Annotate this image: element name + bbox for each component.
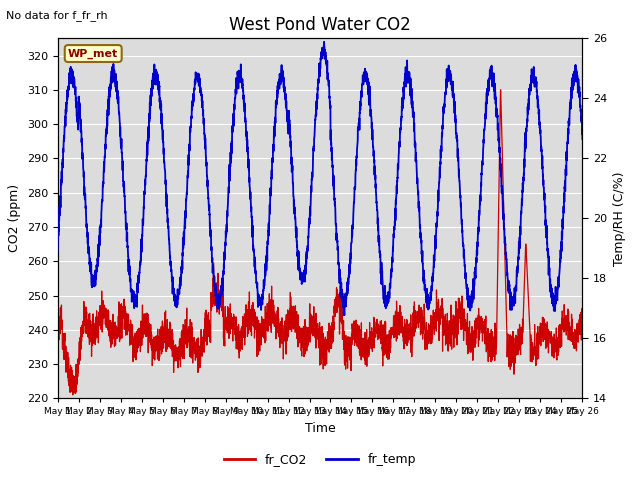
X-axis label: Time: Time [305,422,335,435]
Legend: fr_CO2, fr_temp: fr_CO2, fr_temp [219,448,421,471]
Title: West Pond Water CO2: West Pond Water CO2 [229,16,411,34]
Y-axis label: Temp/RH (C/%): Temp/RH (C/%) [612,171,626,265]
Y-axis label: CO2 (ppm): CO2 (ppm) [8,184,21,252]
Text: WP_met: WP_met [68,48,118,59]
Text: No data for f_fr_rh: No data for f_fr_rh [6,10,108,21]
